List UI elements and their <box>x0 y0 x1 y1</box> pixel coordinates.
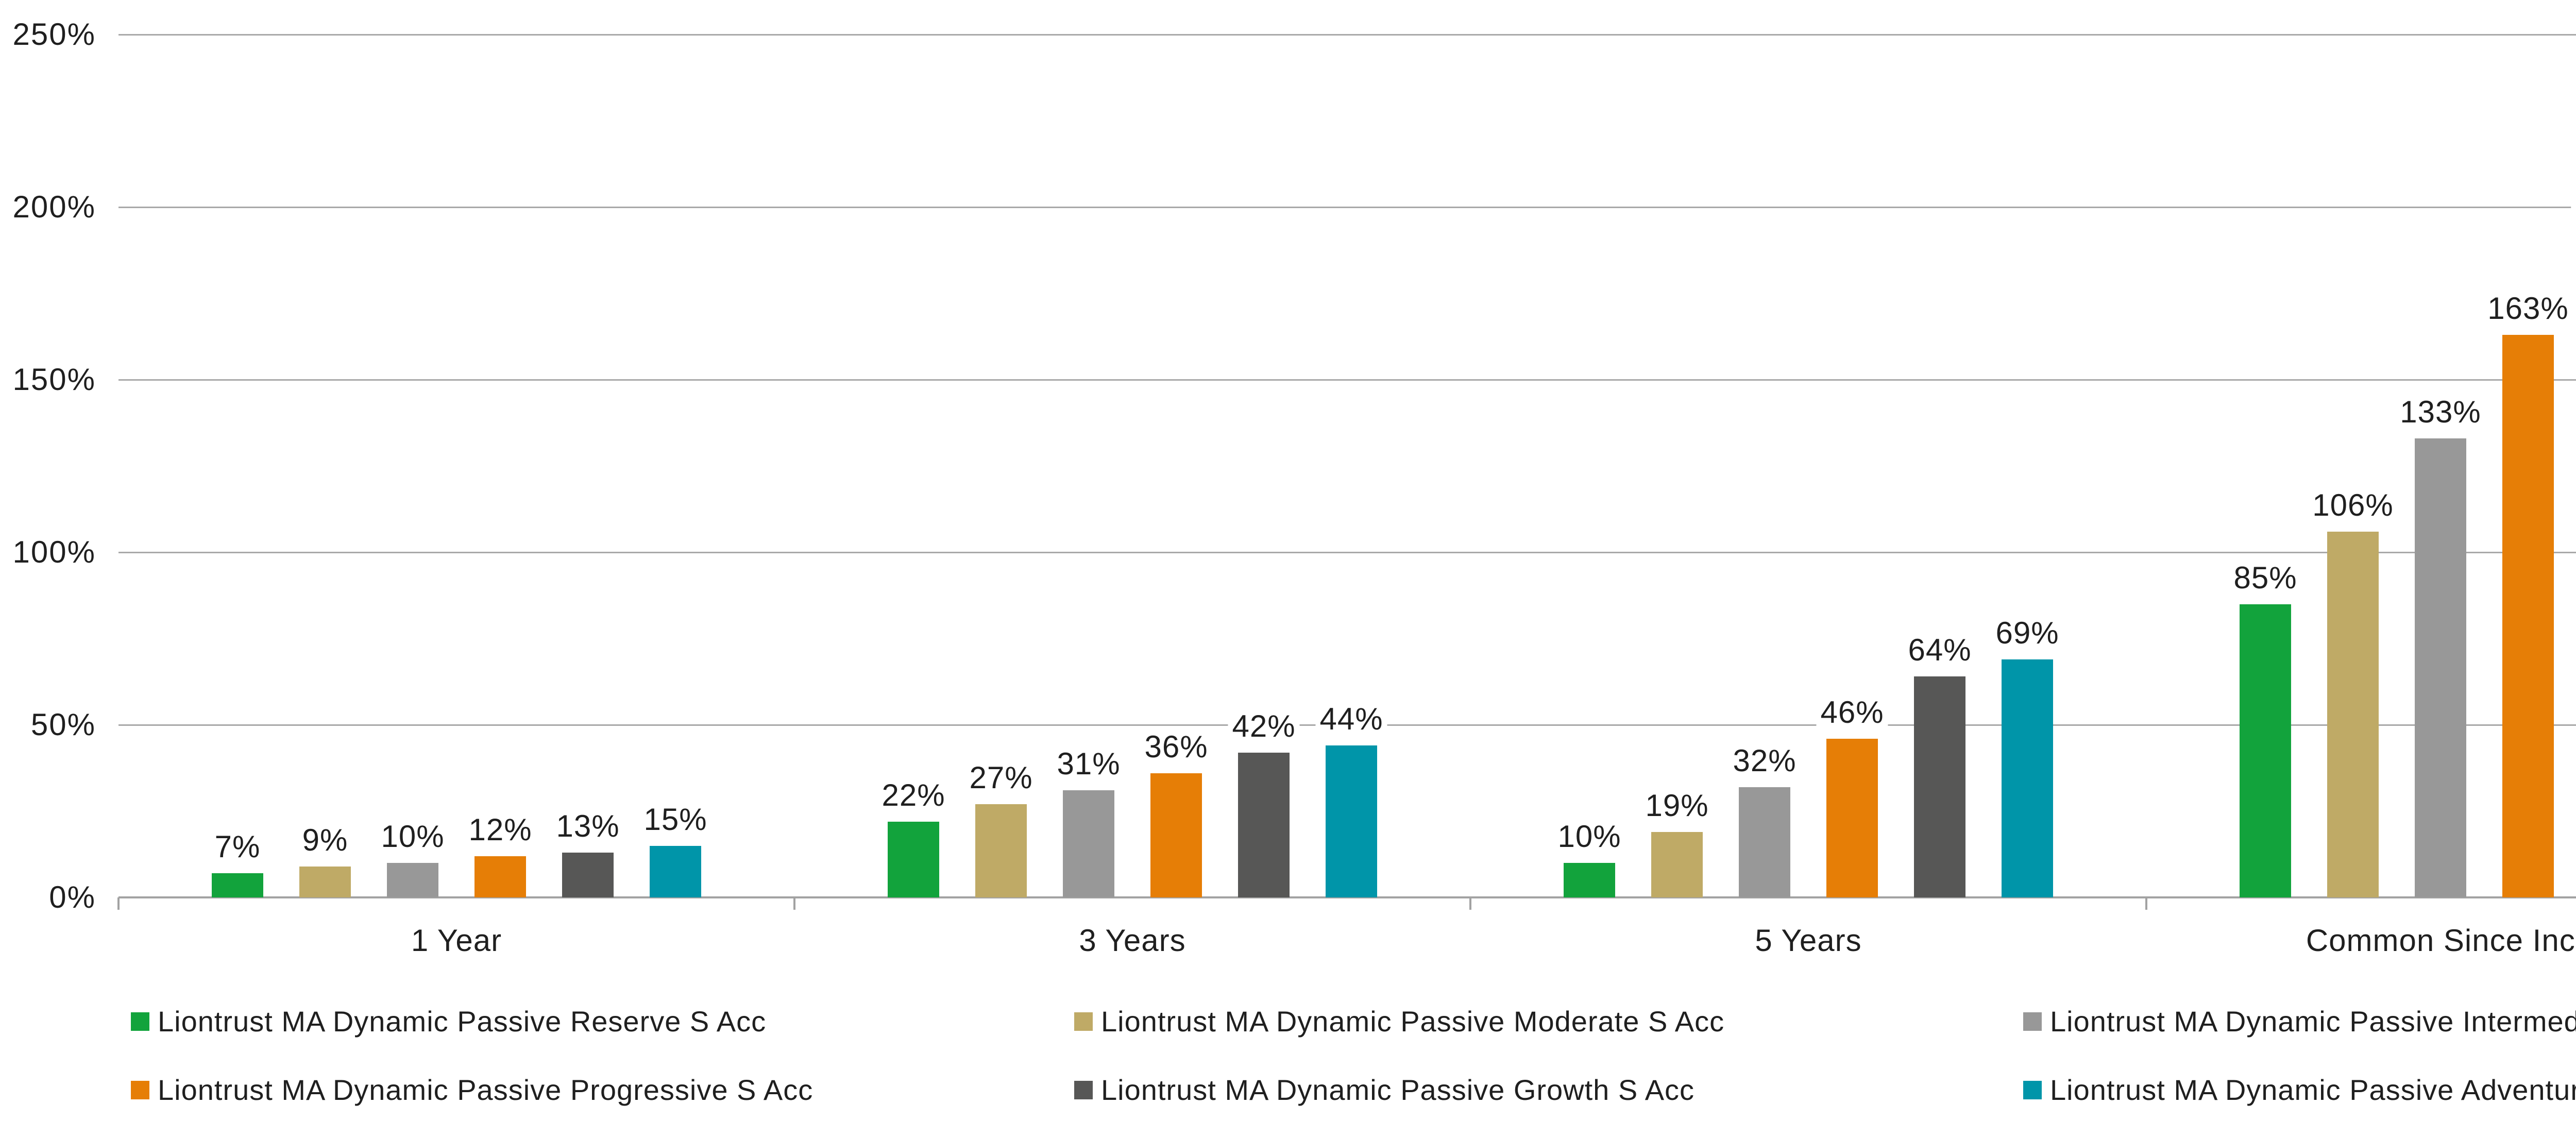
y-gridline <box>118 551 2576 553</box>
bar <box>2002 659 2053 897</box>
bar-value-label: 133% <box>2396 396 2485 428</box>
bar <box>1739 787 1790 897</box>
legend-item: Liontrust MA Dynamic Passive Progressive… <box>131 1074 813 1106</box>
legend-series-name: Liontrust MA Dynamic Passive Progressive… <box>158 1074 814 1106</box>
legend-item: Liontrust MA Dynamic Passive Adventurous… <box>2023 1074 2576 1106</box>
legend-swatch <box>1074 1012 1093 1031</box>
bar-value-label: 106% <box>2308 489 2398 521</box>
bar-value-label: 196% <box>2571 178 2576 211</box>
x-axis-boundary-tick <box>1469 897 1471 910</box>
bar <box>2502 334 2554 897</box>
bar-value-label: 10% <box>377 821 449 853</box>
bar <box>888 821 939 897</box>
bar <box>1326 745 1377 897</box>
legend-swatch <box>131 1081 149 1099</box>
bar-value-label: 10% <box>1553 821 1625 853</box>
x-axis-category-label: 3 Years <box>1079 923 1186 958</box>
bar-value-label: 9% <box>298 824 352 856</box>
legend-series-name: Liontrust MA Dynamic Passive Reserve S A… <box>158 1005 767 1038</box>
x-axis-boundary-tick <box>117 897 120 910</box>
legend-item: Liontrust MA Dynamic Passive Reserve S A… <box>131 1006 766 1038</box>
legend-item: Liontrust MA Dynamic Passive Moderate S … <box>1074 1006 1724 1038</box>
y-axis-tick-label: 0% <box>49 880 96 914</box>
x-axis-boundary-tick <box>2145 897 2147 910</box>
legend-swatch <box>2023 1012 2042 1031</box>
bar <box>299 866 351 897</box>
x-axis-category-label: 1 Year <box>411 923 502 958</box>
bar-value-label: 19% <box>1641 789 1713 822</box>
bar <box>1063 790 1114 897</box>
legend-series-name: Liontrust MA Dynamic Passive Intermediat… <box>2050 1005 2576 1038</box>
bar-value-label: 36% <box>1140 731 1212 763</box>
y-axis-tick-label: 150% <box>12 362 96 397</box>
bar-value-label: 46% <box>1816 696 1888 728</box>
x-axis-boundary-tick <box>793 897 795 910</box>
y-axis-tick-label: 250% <box>12 17 96 52</box>
y-gridline <box>118 206 2576 208</box>
legend-swatch <box>2023 1081 2042 1099</box>
legend-item: Liontrust MA Dynamic Passive Growth S Ac… <box>1074 1074 1694 1106</box>
x-axis-category-label: 5 Years <box>1755 923 1862 958</box>
bar-value-label: 22% <box>877 779 950 811</box>
y-axis-tick-label: 50% <box>30 707 96 742</box>
bar <box>1826 738 1878 897</box>
bar <box>2240 604 2291 897</box>
y-gridline <box>118 33 2576 36</box>
bar <box>1238 752 1290 897</box>
bar-value-label: 69% <box>1991 617 2063 649</box>
bar <box>1564 863 1615 897</box>
y-axis-tick-label: 100% <box>12 535 96 569</box>
bar-value-label: 32% <box>1728 744 1801 777</box>
bar-value-label: 42% <box>1228 710 1300 742</box>
legend-series-name: Liontrust MA Dynamic Passive Growth S Ac… <box>1101 1074 1695 1106</box>
bar <box>975 804 1027 897</box>
bar-value-label: 12% <box>464 813 536 846</box>
bar <box>1651 831 1703 897</box>
bar <box>562 852 614 897</box>
bar-value-label: 7% <box>210 831 265 863</box>
bar <box>2327 531 2379 897</box>
y-gridline <box>118 379 2576 381</box>
bar-value-label: 15% <box>639 803 711 836</box>
legend-series-name: Liontrust MA Dynamic Passive Moderate S … <box>1101 1005 1725 1038</box>
bar-value-label: 13% <box>552 810 624 842</box>
legend-item: Liontrust MA Dynamic Passive Intermediat… <box>2023 1006 2576 1038</box>
bar-value-label: 85% <box>2229 562 2301 594</box>
x-axis-line <box>118 896 2576 898</box>
legend-series-name: Liontrust MA Dynamic Passive Adventurous… <box>2050 1074 2576 1106</box>
legend-swatch <box>131 1012 149 1031</box>
bar-value-label: 44% <box>1315 703 1387 736</box>
bar-value-label: 64% <box>1904 634 1976 667</box>
bar <box>474 856 526 897</box>
bar <box>650 845 701 897</box>
bar-value-label: 27% <box>965 762 1037 794</box>
x-axis-category-label: Common Since Inception <box>2306 923 2576 958</box>
bar <box>387 863 438 897</box>
bar <box>1914 676 1965 897</box>
bar-value-label: 31% <box>1053 748 1125 780</box>
legend-swatch <box>1074 1081 1093 1099</box>
bar <box>2415 438 2466 897</box>
bar <box>1150 773 1202 897</box>
y-axis-tick-label: 200% <box>12 190 96 224</box>
bar-value-label: 163% <box>2483 292 2573 325</box>
bar <box>212 873 263 897</box>
